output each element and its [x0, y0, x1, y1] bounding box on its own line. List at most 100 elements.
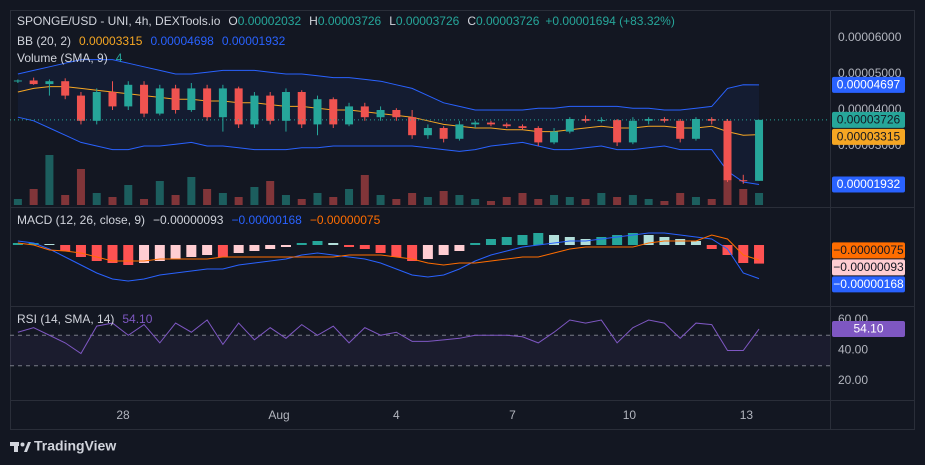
volume-bar	[281, 195, 290, 205]
macd-hist-bar	[280, 245, 291, 247]
macd-line	[17, 232, 760, 282]
candle-body	[313, 99, 322, 125]
volume-bar	[518, 193, 527, 205]
macd-hist-bar	[296, 243, 307, 245]
candle-body	[234, 88, 243, 125]
macd-hist-bar	[12, 243, 23, 245]
price-tag-label: −0.00000093	[833, 260, 904, 274]
volume-bar	[266, 181, 275, 205]
legend-item: L	[389, 14, 396, 28]
volume-bar	[29, 189, 38, 205]
macd-hist-bar	[485, 239, 496, 245]
candle-body	[486, 122, 495, 125]
macd-hist-bar	[202, 245, 213, 255]
rsi-tick-label: 40.00	[838, 343, 868, 357]
legend-row: BB (20, 2) 0.00003315 0.00004698 0.00001932	[17, 34, 286, 48]
volume-bar	[423, 197, 432, 205]
candle-body	[755, 119, 764, 181]
candle-body	[360, 106, 369, 118]
candle-body	[502, 124, 511, 127]
bb-upper	[17, 59, 760, 111]
macd-hist-bar	[738, 245, 749, 263]
price-tag	[832, 259, 905, 276]
legend-item: Volume (SMA, 9)	[17, 51, 108, 65]
macd-hist-bar	[60, 245, 71, 251]
x-tick-label: 28	[116, 408, 130, 422]
legend-item: −0.00000075	[310, 213, 381, 227]
candle-body	[171, 88, 180, 111]
price-tag	[832, 176, 905, 193]
legend-item: BB (20, 2)	[17, 34, 71, 48]
candle-body	[76, 95, 85, 121]
candle-body	[13, 80, 22, 82]
y-tick-label: 0.00006000	[838, 30, 902, 44]
volume-bar	[707, 199, 716, 205]
macd-hist-bar	[643, 235, 654, 245]
volume-bar	[124, 185, 133, 205]
candle-body	[187, 88, 196, 111]
candle-body	[691, 119, 700, 139]
macd-hist-bar	[596, 237, 607, 245]
signal-line	[17, 234, 760, 266]
candle-body	[660, 119, 669, 121]
macd-hist-bar	[359, 245, 370, 249]
volume-bar	[439, 191, 448, 205]
price-tag	[832, 111, 905, 128]
macd-hist-bar	[344, 245, 355, 247]
macd-hist-bar	[375, 245, 386, 253]
macd-hist-bar	[249, 245, 260, 251]
bb-lower	[17, 116, 760, 185]
candle-body	[455, 124, 464, 139]
volume-bar	[550, 195, 559, 205]
x-tick-label: 4	[393, 408, 400, 422]
macd-hist-bar	[722, 245, 733, 255]
legend-item: 0.00003726	[476, 14, 540, 28]
volume-bar	[644, 199, 653, 205]
volume-bar	[61, 195, 70, 205]
candle-body	[29, 80, 38, 85]
macd-hist-bar	[391, 245, 402, 257]
volume-bar	[502, 197, 511, 205]
volume-bar	[755, 193, 764, 205]
candle-body	[707, 119, 716, 121]
legend-item: 0.00002032	[238, 14, 302, 28]
legend-item: 0.00003726	[396, 14, 460, 28]
macd-hist-bar	[75, 245, 86, 257]
price-tag-label: 0.00001932	[837, 177, 901, 191]
legend-item: −0.00000168	[231, 213, 302, 227]
volume-bar	[92, 193, 101, 205]
macd-hist-bar	[44, 244, 55, 245]
price-tag	[832, 242, 905, 259]
macd-hist-bar	[627, 233, 638, 245]
macd-hist-bar	[107, 245, 118, 263]
legend-item: MACD (12, 26, close, 9)	[17, 213, 145, 227]
macd-hist-bar	[233, 245, 244, 253]
volume-bar	[660, 201, 669, 205]
candle-body	[61, 81, 70, 96]
price-tag-label: 0.00003726	[837, 113, 901, 127]
legend-item: 54.10	[122, 312, 152, 326]
volume-bar	[597, 193, 606, 205]
legend-item: H	[309, 14, 318, 28]
candle-body	[439, 128, 448, 139]
macd-hist-bar	[675, 239, 686, 245]
volume-bar	[392, 199, 401, 205]
macd-hist-bar	[754, 245, 765, 264]
candle-body	[550, 131, 559, 143]
candle-body	[281, 92, 290, 121]
macd-hist-bar	[422, 245, 433, 259]
candle-body	[392, 110, 401, 118]
candle-body	[45, 81, 54, 85]
macd-hist-bar	[470, 243, 481, 245]
candle-body	[92, 92, 101, 121]
macd-hist-bar	[265, 245, 276, 249]
legend-item: O	[228, 14, 237, 28]
candle-body	[108, 92, 117, 107]
candle-body	[644, 119, 653, 121]
macd-hist-bar	[123, 245, 134, 265]
macd-hist-bar	[312, 241, 323, 245]
legend-item: −0.00000093	[153, 213, 224, 227]
macd-hist-bar	[170, 245, 181, 259]
